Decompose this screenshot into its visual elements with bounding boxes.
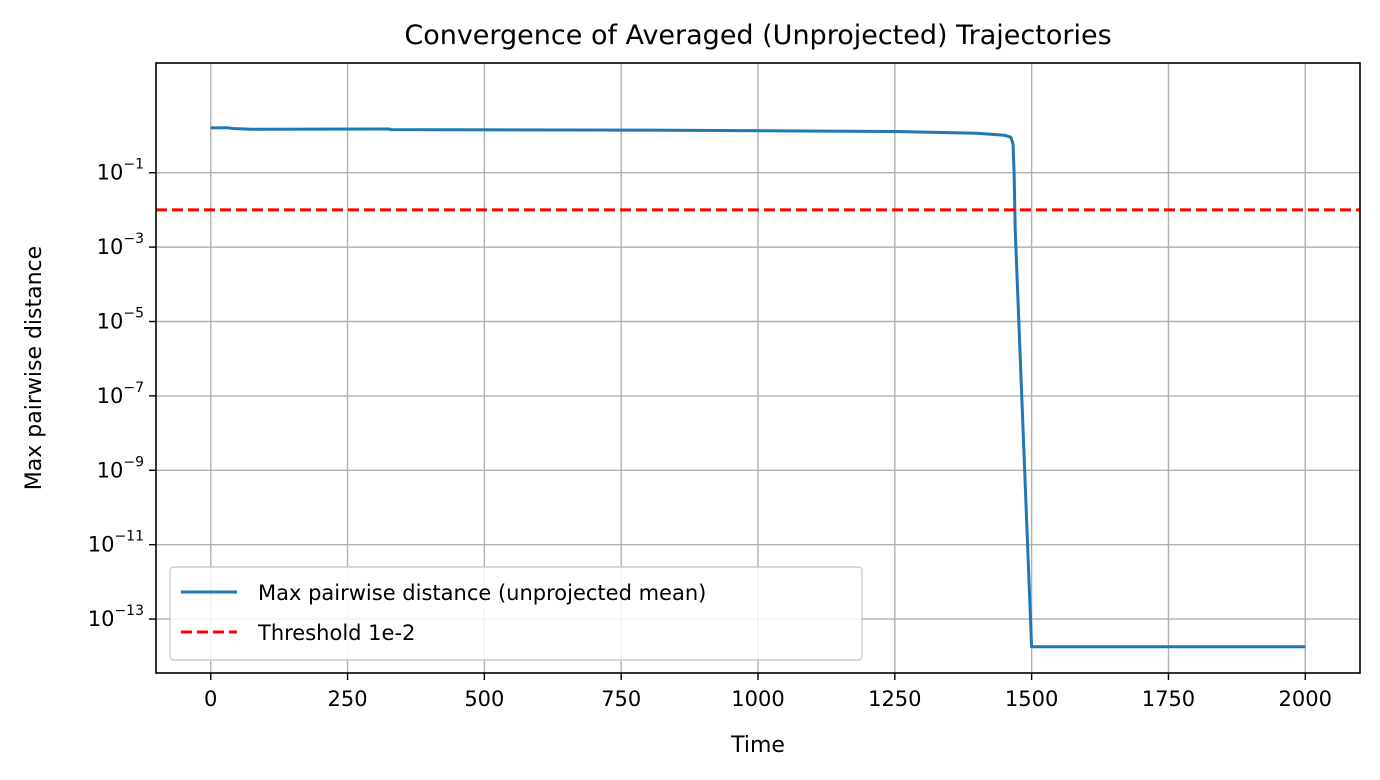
chart-title: Convergence of Averaged (Unprojected) Tr… [404, 20, 1111, 51]
x-tick-label: 1250 [868, 687, 921, 711]
x-axis: 0 250 500 750 1000 1250 1500 1750 2000 [204, 673, 1332, 711]
y-tick-label: 10−11 [88, 529, 144, 557]
y-axis-label: Max pairwise distance [22, 246, 47, 490]
series-line-distance [210, 126, 1306, 649]
y-tick-label: 10−5 [97, 306, 144, 334]
grid [156, 63, 1360, 673]
x-tick-label: 1500 [1005, 687, 1058, 711]
x-tick-label: 0 [204, 687, 217, 711]
legend-label-distance: Max pairwise distance (unprojected mean) [258, 581, 706, 605]
x-tick-label: 2000 [1279, 687, 1332, 711]
x-tick-label: 1000 [731, 687, 784, 711]
x-tick-label: 750 [601, 687, 641, 711]
x-tick-label: 250 [327, 687, 367, 711]
legend-label-threshold: Threshold 1e-2 [257, 621, 415, 645]
y-tick-label: 10−3 [97, 231, 144, 259]
legend-box [169, 566, 863, 661]
y-tick-label: 10−13 [88, 603, 144, 631]
x-tick-label: 1750 [1142, 687, 1195, 711]
x-tick-label: 500 [464, 687, 504, 711]
y-tick-label: 10−7 [97, 380, 144, 408]
x-axis-label: Time [730, 733, 785, 758]
y-tick-label: 10−1 [97, 157, 144, 185]
plot-area [156, 126, 1360, 649]
legend: Max pairwise distance (unprojected mean)… [169, 566, 863, 661]
y-axis: 10−13 10−11 10−9 10−7 10−5 10−3 10−1 [88, 157, 156, 631]
y-tick-label: 10−9 [97, 454, 144, 482]
